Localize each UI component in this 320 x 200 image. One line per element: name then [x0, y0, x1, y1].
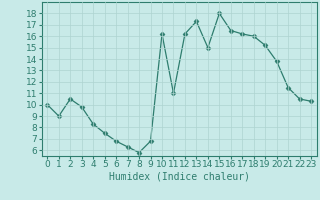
- X-axis label: Humidex (Indice chaleur): Humidex (Indice chaleur): [109, 172, 250, 182]
